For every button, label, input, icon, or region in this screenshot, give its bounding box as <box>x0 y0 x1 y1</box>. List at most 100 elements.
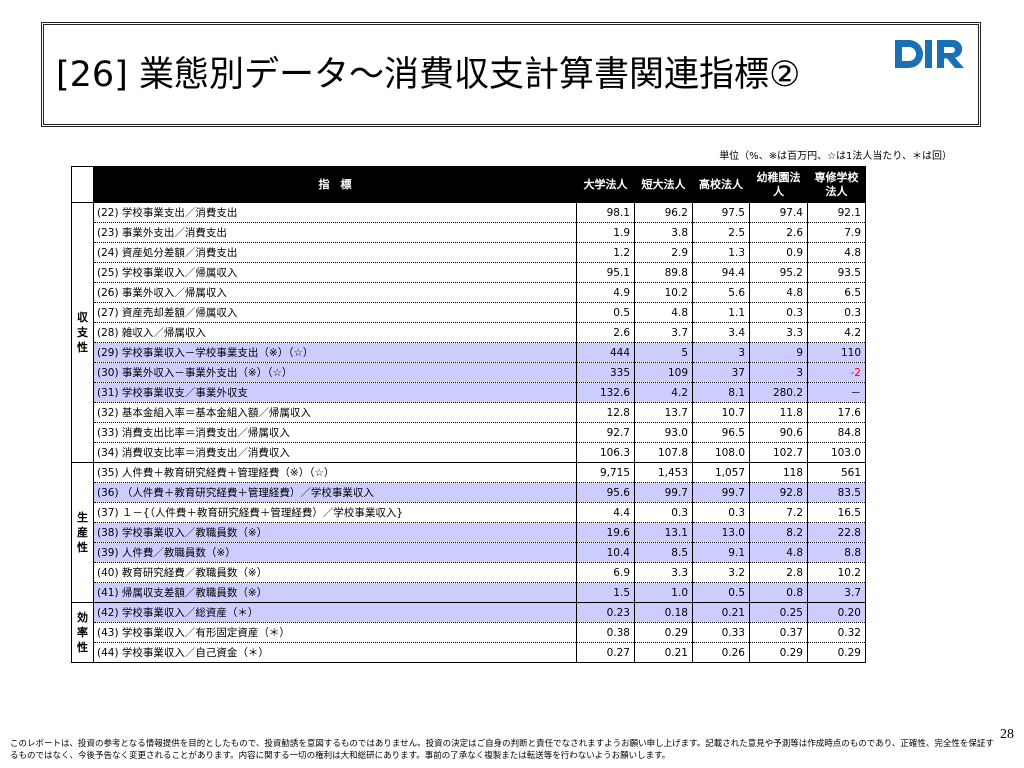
value-high-school: 0.21 <box>692 602 750 623</box>
value-vocational: － <box>807 382 866 403</box>
value-high-school: 96.5 <box>692 422 750 443</box>
indicator-label: (31) 学校事業収支／事業外収支 <box>93 382 577 403</box>
indicator-label: (35) 人件費＋教育研究経費＋管理経費（※）（☆） <box>93 462 577 483</box>
value-university: 0.38 <box>576 622 635 643</box>
indicator-label: (33) 消費支出比率＝消費支出／帰属収入 <box>93 422 577 443</box>
value-kindergarten: 97.4 <box>749 202 808 223</box>
value-junior-college: 107.8 <box>634 442 693 463</box>
indicator-label: (23) 事業外支出／消費支出 <box>93 222 577 243</box>
value-junior-college: 99.7 <box>634 482 693 503</box>
value-vocational: 0.20 <box>807 602 866 623</box>
indicator-label: (24) 資産処分差額／消費支出 <box>93 242 577 263</box>
value-junior-college: 13.1 <box>634 522 693 543</box>
col-header-kindergarten: 幼稚園法人 <box>749 166 808 203</box>
value-junior-college: 93.0 <box>634 422 693 443</box>
value-high-school: 2.5 <box>692 222 750 243</box>
table-row: (28) 雑収入／帰属収入 2.6 3.7 3.4 3.3 4.2 <box>72 322 866 343</box>
value-kindergarten: 9 <box>749 342 808 363</box>
value-high-school: 8.1 <box>692 382 750 403</box>
group-label: 生産性 <box>71 462 94 603</box>
dir-logo <box>895 39 964 68</box>
page-title: [26] 業態別データ～消費収支計算書関連指標② <box>56 55 801 95</box>
value-vocational: 110 <box>807 342 866 363</box>
value-vocational: 17.6 <box>807 402 866 423</box>
table-row: (34) 消費収支比率＝消費支出／消費収入 106.3 107.8 108.0 102.… <box>72 442 866 463</box>
value-junior-college: 4.8 <box>634 302 693 323</box>
value-kindergarten: 7.2 <box>749 502 808 523</box>
value-kindergarten: 95.2 <box>749 262 808 283</box>
value-junior-college: 2.9 <box>634 242 693 263</box>
value-vocational: 83.5 <box>807 482 866 503</box>
unit-note: 単位（%、※は百万円、☆は1法人当たり、＊は回） <box>719 151 952 162</box>
indicator-label: (34) 消費収支比率＝消費支出／消費収入 <box>93 442 577 463</box>
col-header-junior-college: 短大法人 <box>634 166 693 203</box>
value-kindergarten: 4.8 <box>749 282 808 303</box>
value-high-school: 1.1 <box>692 302 750 323</box>
value-vocational: 84.8 <box>807 422 866 443</box>
value-kindergarten: 0.37 <box>749 622 808 643</box>
value-university: 335 <box>576 362 635 383</box>
value-junior-college: 1,453 <box>634 462 693 483</box>
value-university: 1.9 <box>576 222 635 243</box>
table-row: (39) 人件費／教職員数（※） 10.4 8.5 9.1 4.8 8.8 <box>72 542 866 563</box>
page-number: 28 <box>1000 727 1014 742</box>
corner-cell <box>71 166 94 203</box>
value-university: 19.6 <box>576 522 635 543</box>
table-row: 生産性 (35) 人件費＋教育研究経費＋管理経費（※）（☆） 9,715 1,453 1… <box>71 462 866 603</box>
value-vocational: 4.8 <box>807 242 866 263</box>
value-kindergarten: 102.7 <box>749 442 808 463</box>
group-label: 収支性 <box>71 202 94 463</box>
value-kindergarten: 0.9 <box>749 242 808 263</box>
table-row: (38) 学校事業収入／教職員数（※） 19.6 13.1 13.0 8.2 22.8 <box>72 522 866 543</box>
col-header-indicator: 指 標 <box>93 166 577 203</box>
table-row: 効率性 (42) 学校事業収入／総資産（＊） 0.23 0.18 0.21 0.25 0.2… <box>71 602 866 663</box>
value-junior-college: 10.2 <box>634 282 693 303</box>
value-junior-college: 8.5 <box>634 542 693 563</box>
indicator-label: (36) （人件費＋教育研究経費＋管理経費）／学校事業収入 <box>93 482 577 503</box>
value-kindergarten: 2.8 <box>749 562 808 583</box>
value-university: 444 <box>576 342 635 363</box>
indicator-label: (25) 学校事業収入／帰属収入 <box>93 262 577 283</box>
value-high-school: 13.0 <box>692 522 750 543</box>
value-university: 1.5 <box>576 582 635 603</box>
value-university: 12.8 <box>576 402 635 423</box>
value-kindergarten: 3.3 <box>749 322 808 343</box>
value-vocational: 561 <box>807 462 866 483</box>
table-row: (40) 教育研究経費／教職員数（※） 6.9 3.3 3.2 2.8 10.2 <box>72 562 866 583</box>
value-university: 92.7 <box>576 422 635 443</box>
table-row: (26) 事業外収入／帰属収入 4.9 10.2 5.6 4.8 6.5 <box>72 282 866 303</box>
value-kindergarten: 0.29 <box>749 642 808 663</box>
value-vocational: 16.5 <box>807 502 866 523</box>
table-row: (33) 消費支出比率＝消費支出／帰属収入 92.7 93.0 96.5 90.6 84.… <box>72 422 866 443</box>
indicator-label: (37) １－{（人件費＋教育研究経費＋管理経費）／学校事業収入} <box>93 502 577 523</box>
value-junior-college: 0.3 <box>634 502 693 523</box>
indicator-label: (44) 学校事業収入／自己資金（＊） <box>93 642 577 663</box>
value-kindergarten: 3 <box>749 362 808 383</box>
value-junior-college: 1.0 <box>634 582 693 603</box>
value-high-school: 3.4 <box>692 322 750 343</box>
value-vocational: 4.2 <box>807 322 866 343</box>
table-row: (36) （人件費＋教育研究経費＋管理経費）／学校事業収入 95.6 99.7 99.… <box>72 482 866 503</box>
table-row: (44) 学校事業収入／自己資金（＊） 0.27 0.21 0.26 0.29 0.29 <box>72 642 866 663</box>
value-vocational: 92.1 <box>807 202 866 223</box>
indicator-label: (26) 事業外収入／帰属収入 <box>93 282 577 303</box>
value-university: 6.9 <box>576 562 635 583</box>
value-vocational: 93.5 <box>807 262 866 283</box>
value-university: 0.23 <box>576 602 635 623</box>
value-kindergarten: 11.8 <box>749 402 808 423</box>
value-junior-college: 3.8 <box>634 222 693 243</box>
value-high-school: 108.0 <box>692 442 750 463</box>
table-row: (37) １－{（人件費＋教育研究経費＋管理経費）／学校事業収入} 4.4 0.3 0… <box>72 502 866 523</box>
indicator-label: (43) 学校事業収入／有形固定資産（＊） <box>93 622 577 643</box>
table-row: (43) 学校事業収入／有形固定資産（＊） 0.38 0.29 0.33 0.37 0.3… <box>72 622 866 643</box>
indicator-label: (39) 人件費／教職員数（※） <box>93 542 577 563</box>
value-high-school: 37 <box>692 362 750 383</box>
value-vocational: 7.9 <box>807 222 866 243</box>
value-university: 9,715 <box>576 462 635 483</box>
table-row: (29) 学校事業収入－学校事業支出（※）（☆） 444 5 3 9 110 <box>72 342 866 363</box>
value-junior-college: 89.8 <box>634 262 693 283</box>
value-university: 4.9 <box>576 282 635 303</box>
value-junior-college: 0.29 <box>634 622 693 643</box>
value-junior-college: 3.3 <box>634 562 693 583</box>
table-row: (31) 学校事業収支／事業外収支 132.6 4.2 8.1 280.2 － <box>72 382 866 403</box>
